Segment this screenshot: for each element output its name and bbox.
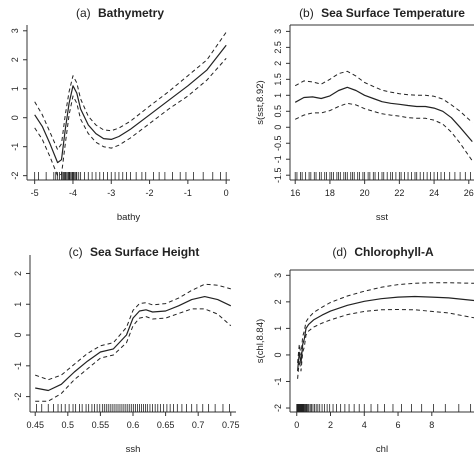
x-axis-label: bathy [117,212,140,223]
x-tick-label: 0.45 [26,420,44,430]
x-tick-label: 18 [325,188,335,198]
y-tick-label: 1 [273,93,283,98]
upper-confidence-line [294,70,473,123]
y-tick-label: 2.5 [273,41,283,54]
panel-letter: (c) [69,245,83,259]
x-tick-label: 0 [294,420,299,430]
lower-confidence-line [294,102,473,162]
panel-title-text: Sea Surface Temperature [321,6,465,20]
x-tick-label: 0.5 [62,420,75,430]
x-axis-label: ssh [126,444,141,455]
y-tick-label: 3 [10,28,20,33]
lower-confidence-line [34,57,227,177]
x-tick-label: 20 [360,188,370,198]
y-tick-label: -1 [273,155,283,163]
panel-letter: (a) [76,6,91,20]
y-tick-label: 2 [10,57,20,62]
y-tick-label: 2 [13,271,23,276]
y-tick-label: 1 [13,302,23,307]
x-tick-label: 0.6 [127,420,140,430]
upper-confidence-line [34,31,227,151]
y-tick-label: 1.5 [273,73,283,86]
y-axis-label: s(chl,8.84) [255,319,266,363]
y-tick-label: -0.5 [273,135,283,151]
y-tick-label: 0 [13,333,23,338]
x-tick-label: 16 [290,188,300,198]
y-tick-label: 1 [273,326,283,331]
smooth-fit-line [35,296,232,392]
panel-title: (b) Sea Surface Temperature [299,6,465,20]
y-tick-label: 2 [273,61,283,66]
y-tick-label: 0 [273,352,283,357]
x-tick-label: -2 [146,188,154,198]
curves-group [297,282,474,379]
x-tick-label: -1 [184,188,192,198]
smooth-fit-line [34,44,227,164]
x-axis-label: chl [376,444,388,455]
x-tick-label: 0.75 [222,420,240,430]
x-tick-label: 0 [224,188,229,198]
x-tick-label: 24 [429,188,439,198]
lower-confidence-line [35,308,232,402]
y-tick-label: 0 [273,125,283,130]
curves-group [34,31,227,177]
panel-sea-surface-temperature: (b) Sea Surface Temperature 16 18 20 22 24 26… [255,6,474,223]
x-tick-label: 6 [396,420,401,430]
y-tick-label: -1 [273,377,283,385]
y-tick-label: 3 [273,273,283,278]
panel-title-text: Sea Surface Height [90,245,199,259]
x-tick-label: -3 [107,188,115,198]
panel-letter: (b) [299,6,314,20]
y-tick-label: 0.5 [273,105,283,118]
panel-title-text: Chlorophyll-A [354,245,434,259]
panel-chlorophyll-a: (d) Chlorophyll-A 0 2 4 6 8 -2 -1 0 1 2 3 chl s(chl,… [255,245,474,455]
curves-group [294,70,473,162]
smooth-fit-line [297,295,474,371]
x-tick-label: -5 [31,188,39,198]
x-tick-label: 22 [394,188,404,198]
x-tick-label: 8 [429,420,434,430]
y-tick-label: -2 [273,404,283,412]
y-tick-label: 3 [273,29,283,34]
panel-bathymetry: (a) Bathymetry -5 -4 -3 -2 -1 0 -2 -1 0 1 2 3 bathy [10,6,230,223]
x-axis-label: sst [376,212,389,223]
x-tick-label: -4 [69,188,77,198]
panel-title: (a) Bathymetry [76,6,164,20]
x-tick-label: 4 [362,420,367,430]
curves-group [35,283,232,402]
y-tick-label: 2 [273,299,283,304]
x-tick-label: 2 [328,420,333,430]
x-tick-label: 26 [464,188,474,198]
x-tick-label: 0.55 [92,420,110,430]
x-tick-label: 0.65 [157,420,175,430]
y-tick-label: 0 [10,115,20,120]
smooth-fit-line [294,86,473,142]
panel-sea-surface-height: (c) Sea Surface Height 0.45 0.5 0.55 0.6 0.6… [13,245,240,455]
y-tick-label: -2 [13,393,23,401]
panel-letter: (d) [332,245,347,259]
y-tick-label: -2 [10,172,20,180]
upper-confidence-line [35,283,231,381]
lower-confidence-line [297,309,474,379]
x-tick-label: 0.7 [192,420,205,430]
panel-title: (d) Chlorophyll-A [332,245,434,259]
y-axis-label: s(sst,8.92) [255,80,266,124]
y-tick-label: -1 [13,362,23,370]
upper-confidence-line [297,282,474,363]
panel-title-text: Bathymetry [98,6,164,20]
y-tick-label: -1.5 [273,167,283,183]
y-tick-label: -1 [10,143,20,151]
panel-title: (c) Sea Surface Height [69,245,200,259]
y-tick-label: 1 [10,86,20,91]
